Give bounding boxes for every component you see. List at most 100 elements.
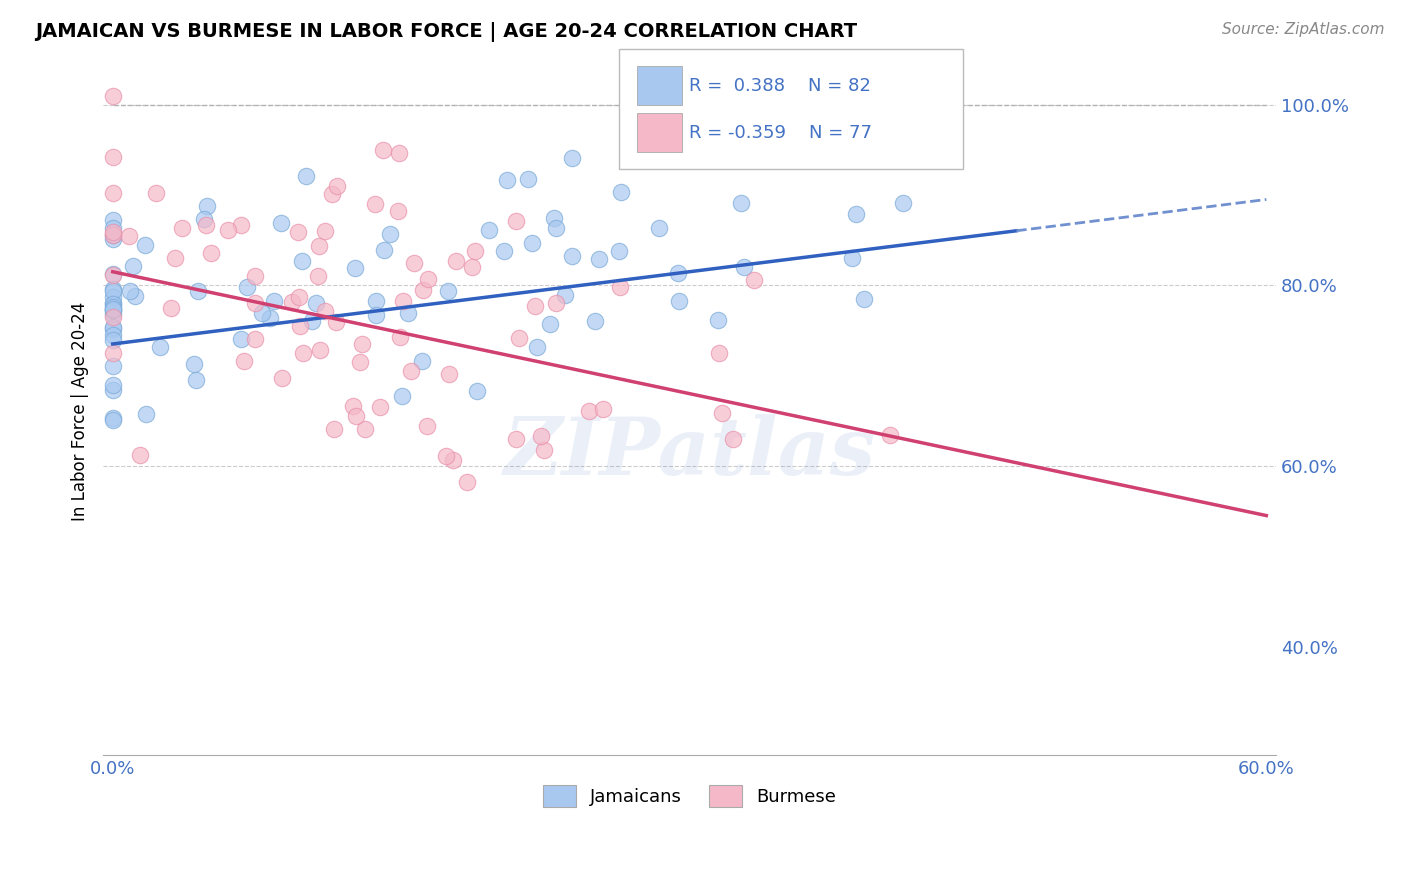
Point: [195, 218, 218, 232]
Point: [733, 260, 755, 275]
Point: [118, 228, 141, 243]
Point: [841, 252, 863, 266]
Point: [538, 317, 561, 331]
Point: [101, 303, 124, 318]
Point: [668, 294, 690, 309]
Point: [412, 283, 434, 297]
Point: [308, 343, 330, 358]
Point: [235, 280, 257, 294]
Point: [305, 295, 328, 310]
Point: [200, 246, 222, 260]
Point: [183, 357, 205, 371]
Point: [378, 227, 401, 242]
Point: [101, 282, 124, 296]
Point: [292, 346, 315, 360]
Point: [101, 228, 124, 243]
Point: [101, 268, 124, 283]
Point: [121, 259, 143, 273]
Point: [101, 284, 124, 298]
Point: [461, 260, 484, 274]
Point: [710, 406, 733, 420]
Point: [291, 254, 314, 268]
Point: [229, 332, 252, 346]
Point: [578, 404, 600, 418]
Point: [287, 225, 309, 239]
Point: [314, 224, 336, 238]
Point: [101, 334, 124, 348]
Point: [707, 313, 730, 327]
Point: [543, 211, 565, 226]
Point: [524, 299, 547, 313]
Point: [217, 223, 239, 237]
Point: [526, 340, 548, 354]
Point: [609, 280, 631, 294]
Point: [464, 244, 486, 258]
Point: [693, 96, 716, 111]
Text: R = -0.359    N = 77: R = -0.359 N = 77: [689, 124, 872, 142]
Point: [607, 244, 630, 259]
Point: [288, 319, 311, 334]
Point: [101, 345, 124, 359]
Point: [101, 383, 124, 397]
Point: [730, 195, 752, 210]
Point: [101, 359, 124, 373]
Point: [666, 266, 689, 280]
Point: [101, 297, 124, 311]
Point: [879, 428, 901, 442]
Point: [364, 308, 387, 322]
Text: ZIPatlas: ZIPatlas: [503, 414, 876, 491]
Point: [392, 294, 415, 309]
Point: [259, 311, 281, 326]
Point: [263, 294, 285, 309]
Point: [135, 407, 157, 421]
Point: [101, 295, 124, 310]
Point: [371, 143, 394, 157]
Point: [325, 315, 347, 329]
Point: [707, 345, 730, 359]
Point: [416, 272, 439, 286]
Point: [505, 432, 527, 446]
Point: [280, 295, 302, 310]
Point: [301, 314, 323, 328]
Point: [270, 371, 292, 385]
Point: [505, 214, 527, 228]
Point: [193, 212, 215, 227]
Point: [101, 302, 124, 317]
Point: [478, 223, 501, 237]
Point: [101, 327, 124, 342]
Point: [270, 217, 292, 231]
Point: [314, 303, 336, 318]
Point: [554, 288, 576, 302]
Legend: Jamaicans, Burmese: Jamaicans, Burmese: [536, 778, 844, 814]
Point: [389, 330, 412, 344]
Point: [101, 320, 124, 334]
Point: [588, 252, 610, 266]
Point: [533, 443, 555, 458]
Point: [492, 244, 515, 258]
Point: [441, 453, 464, 467]
Point: [245, 332, 267, 346]
Point: [101, 231, 124, 245]
Point: [245, 296, 267, 310]
Point: [364, 294, 387, 309]
Point: [101, 186, 124, 200]
Point: [742, 272, 765, 286]
Point: [288, 290, 311, 304]
Point: [101, 267, 124, 281]
Point: [101, 88, 124, 103]
Point: [323, 422, 346, 436]
Point: [344, 409, 367, 423]
Point: [610, 185, 633, 199]
Point: [399, 364, 422, 378]
Text: JAMAICAN VS BURMESE IN LABOR FORCE | AGE 20-24 CORRELATION CHART: JAMAICAN VS BURMESE IN LABOR FORCE | AGE…: [35, 22, 858, 42]
Point: [561, 249, 583, 263]
Point: [391, 388, 413, 402]
Point: [187, 284, 209, 298]
Point: [159, 301, 181, 315]
Point: [101, 377, 124, 392]
Text: Source: ZipAtlas.com: Source: ZipAtlas.com: [1222, 22, 1385, 37]
Point: [101, 150, 124, 164]
Point: [120, 284, 142, 298]
Point: [101, 411, 124, 425]
Point: [101, 302, 124, 317]
